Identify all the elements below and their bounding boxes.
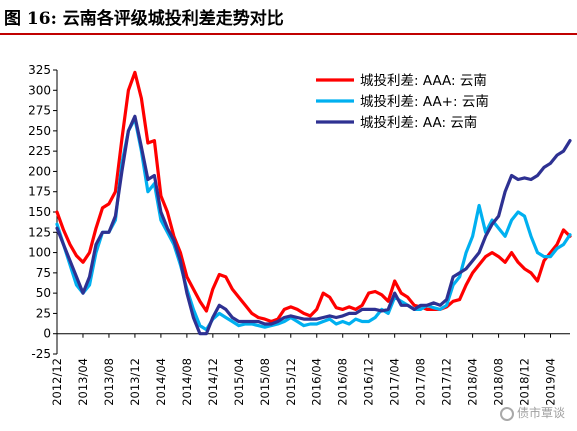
x-tick-label: 2015/12 [284, 358, 298, 406]
y-tick-label: 100 [28, 246, 51, 260]
y-tick-label: 200 [28, 164, 51, 178]
y-tick-label: 0 [43, 327, 51, 341]
y-tick-label: 225 [28, 144, 51, 158]
y-tick-label: 175 [28, 185, 51, 199]
y-tick-label: 250 [28, 124, 51, 138]
y-tick-label: 325 [28, 63, 51, 77]
legend-label: 城投利差: AA+: 云南 [360, 94, 489, 110]
y-tick-label: -25 [31, 347, 51, 361]
x-tick-label: 2013/12 [128, 358, 142, 406]
x-tick-label: 2018/12 [518, 358, 532, 406]
wechat-icon [499, 406, 514, 421]
y-tick-label: 75 [36, 266, 51, 280]
y-tick-label: 300 [28, 83, 51, 97]
y-tick-label: 275 [28, 104, 51, 118]
legend-label: 城投利差: AA: 云南 [360, 115, 477, 131]
x-tick-label: 2018/04 [466, 358, 480, 406]
chart-series [55, 70, 572, 336]
x-tick-label: 2014/08 [180, 358, 194, 406]
x-tick-label: 2014/04 [154, 358, 168, 406]
series-line-1 [55, 70, 572, 324]
figure-title: 图 16: 云南各评级城投利差走势对比 [4, 9, 284, 29]
watermark-text: 债市覃谈 [516, 406, 565, 420]
chart-axes: -25 0 25 50 75 100 125 150 175 200 225 250 275 300 325… [28, 63, 570, 406]
watermark: 债市覃谈 [499, 404, 565, 421]
x-tick-label: 2017/04 [388, 358, 402, 406]
title-rule [0, 33, 577, 35]
x-tick-label: 2013/08 [102, 358, 116, 406]
x-tick-label: 2017/12 [440, 358, 454, 406]
y-tick-label: 50 [36, 286, 51, 300]
x-tick-label: 2012/12 [50, 358, 64, 406]
x-tick-label: 2014/12 [206, 358, 220, 406]
x-tick-label: 2019/04 [544, 358, 558, 406]
x-tick-label: 2016/04 [310, 358, 324, 406]
x-tick-label: 2013/04 [76, 358, 90, 406]
x-tick-label: 2017/08 [414, 358, 428, 406]
y-tick-label: 25 [36, 306, 51, 320]
series-line-3 [55, 114, 572, 336]
x-tick-label: 2018/08 [492, 358, 506, 406]
y-tick-label: 125 [28, 225, 51, 239]
legend-label: 城投利差: AAA: 云南 [360, 73, 487, 89]
x-tick-label: 2016/08 [336, 358, 350, 406]
x-tick-label: 2015/04 [232, 358, 246, 406]
y-tick-label: 150 [28, 205, 51, 219]
x-tick-label: 2015/08 [258, 358, 272, 406]
x-tick-label: 2016/12 [362, 358, 376, 406]
